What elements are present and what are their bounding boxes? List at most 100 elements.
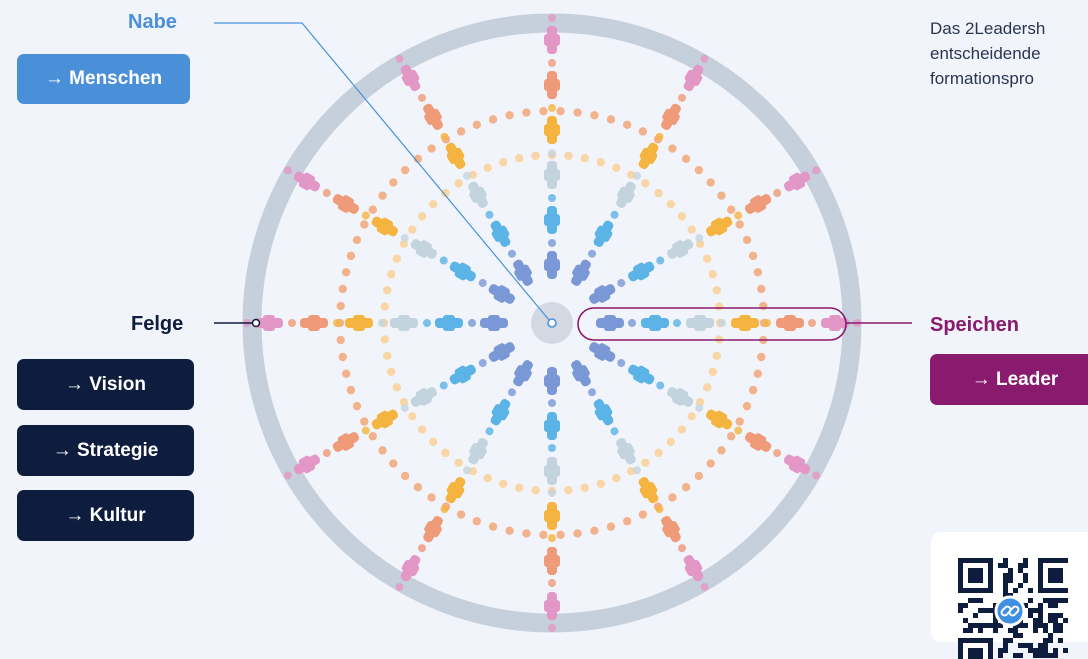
spoke-link <box>633 466 641 475</box>
spoke-joint <box>424 108 442 125</box>
spoke-link <box>485 427 494 436</box>
spoke-link <box>283 471 292 480</box>
strategie-button[interactable]: → Strategie <box>17 425 194 476</box>
outer-ring-dot <box>622 517 632 526</box>
spoke-link <box>548 444 556 452</box>
spoke-joint <box>454 365 471 384</box>
spoke-joint <box>446 147 465 164</box>
spoke-joint <box>594 404 613 421</box>
outer-ring-dot <box>400 165 410 175</box>
spoke-joint <box>398 315 410 331</box>
spoke-joint <box>750 433 767 451</box>
inner-ring-dot <box>531 485 540 495</box>
spoke <box>283 166 515 304</box>
spoke-joint <box>446 482 465 499</box>
inner-ring-dot <box>429 437 438 446</box>
outer-ring-dot <box>748 385 758 395</box>
spoke-joint <box>353 315 365 331</box>
leader-button[interactable]: → Leader <box>930 354 1088 405</box>
spoke-link <box>478 359 487 367</box>
inner-ring-dot <box>708 367 717 376</box>
spoke <box>395 360 533 592</box>
rim-pointer-dot <box>251 318 261 328</box>
spoke-link <box>773 449 782 457</box>
outer-ring-dot <box>668 493 677 502</box>
outer-ring-dot <box>505 111 514 120</box>
inner-ring-dot <box>612 474 621 483</box>
spoke-link <box>400 404 409 412</box>
spoke-link <box>734 426 743 435</box>
inner-ring-dot <box>596 479 605 488</box>
outer-ring-dot <box>389 459 398 468</box>
vision-button[interactable]: → Vision <box>17 359 194 410</box>
spoke-joint <box>308 315 320 331</box>
inner-ring-dot <box>383 286 392 295</box>
spoke-joint <box>544 555 560 567</box>
spoke-link <box>288 319 296 327</box>
outer-ring-dot <box>753 369 763 378</box>
spoke-link <box>468 319 476 327</box>
spoke-link <box>700 54 709 63</box>
spoke-link <box>400 234 409 242</box>
inner-ring-dot <box>417 425 427 434</box>
hub-pointer-dot <box>547 318 557 328</box>
spoke-link <box>678 544 686 553</box>
spoke-joint <box>544 34 560 46</box>
spoke-link <box>548 399 556 407</box>
spoke-link <box>439 256 448 265</box>
spoke-link <box>507 249 516 258</box>
spoke-joint <box>544 600 560 612</box>
outer-ring-dot <box>735 417 744 426</box>
spoke-link <box>361 211 370 220</box>
spoke-link <box>378 319 386 327</box>
spoke-link <box>773 189 782 197</box>
outer-ring-dot <box>427 493 436 502</box>
spoke-joint <box>491 404 510 421</box>
inner-ring-dot <box>677 425 687 434</box>
inner-ring-dot <box>564 485 573 495</box>
spoke-link <box>548 14 556 22</box>
spoke-link <box>423 319 431 327</box>
spoke-joint <box>544 214 560 226</box>
spoke-joint <box>784 315 796 331</box>
kultur-button[interactable]: → Kultur <box>17 490 194 541</box>
spoke-link <box>478 279 487 287</box>
outer-ring-dot <box>726 205 736 214</box>
outer-ring-dot <box>539 530 548 540</box>
spoke <box>571 54 709 286</box>
spoke-joint <box>633 365 650 384</box>
inner-ring-dot <box>654 448 663 458</box>
inner-ring-dot <box>666 437 675 446</box>
spoke <box>571 360 709 592</box>
qr-card[interactable] <box>931 532 1088 659</box>
spoke-link <box>548 624 556 632</box>
inner-ring-dot <box>383 351 392 360</box>
spoke-link <box>617 279 626 287</box>
menschen-button[interactable]: → Menschen <box>17 54 190 104</box>
spoke <box>544 14 560 279</box>
spoke-link <box>361 426 370 435</box>
outer-ring-dot <box>759 301 768 311</box>
hub-label: Nabe <box>128 11 177 33</box>
inner-ring-dot <box>483 474 492 483</box>
spoke-joint <box>544 510 560 522</box>
description-text: Das 2Leadersh entscheidende formationspr… <box>930 19 1046 88</box>
outer-ring-dot <box>352 235 362 245</box>
outer-ring-dot <box>522 529 531 538</box>
spoke-link <box>656 256 665 265</box>
spoke-joint <box>424 521 442 538</box>
outer-ring-dot <box>726 432 736 441</box>
spoke-joint <box>739 315 751 331</box>
outer-ring-dot <box>694 165 704 175</box>
spoke-joint <box>337 433 354 451</box>
spoke-link <box>548 239 556 247</box>
spoke-link <box>508 388 516 397</box>
inner-ring-dot <box>703 383 712 392</box>
inner-ring-dot <box>666 200 675 209</box>
spoke-link <box>617 359 626 367</box>
spoke-link <box>610 427 619 436</box>
outer-ring-dot <box>694 471 704 481</box>
inner-ring-dot <box>641 179 650 188</box>
spoke-joint <box>639 147 658 164</box>
outer-ring-dot <box>360 417 369 426</box>
